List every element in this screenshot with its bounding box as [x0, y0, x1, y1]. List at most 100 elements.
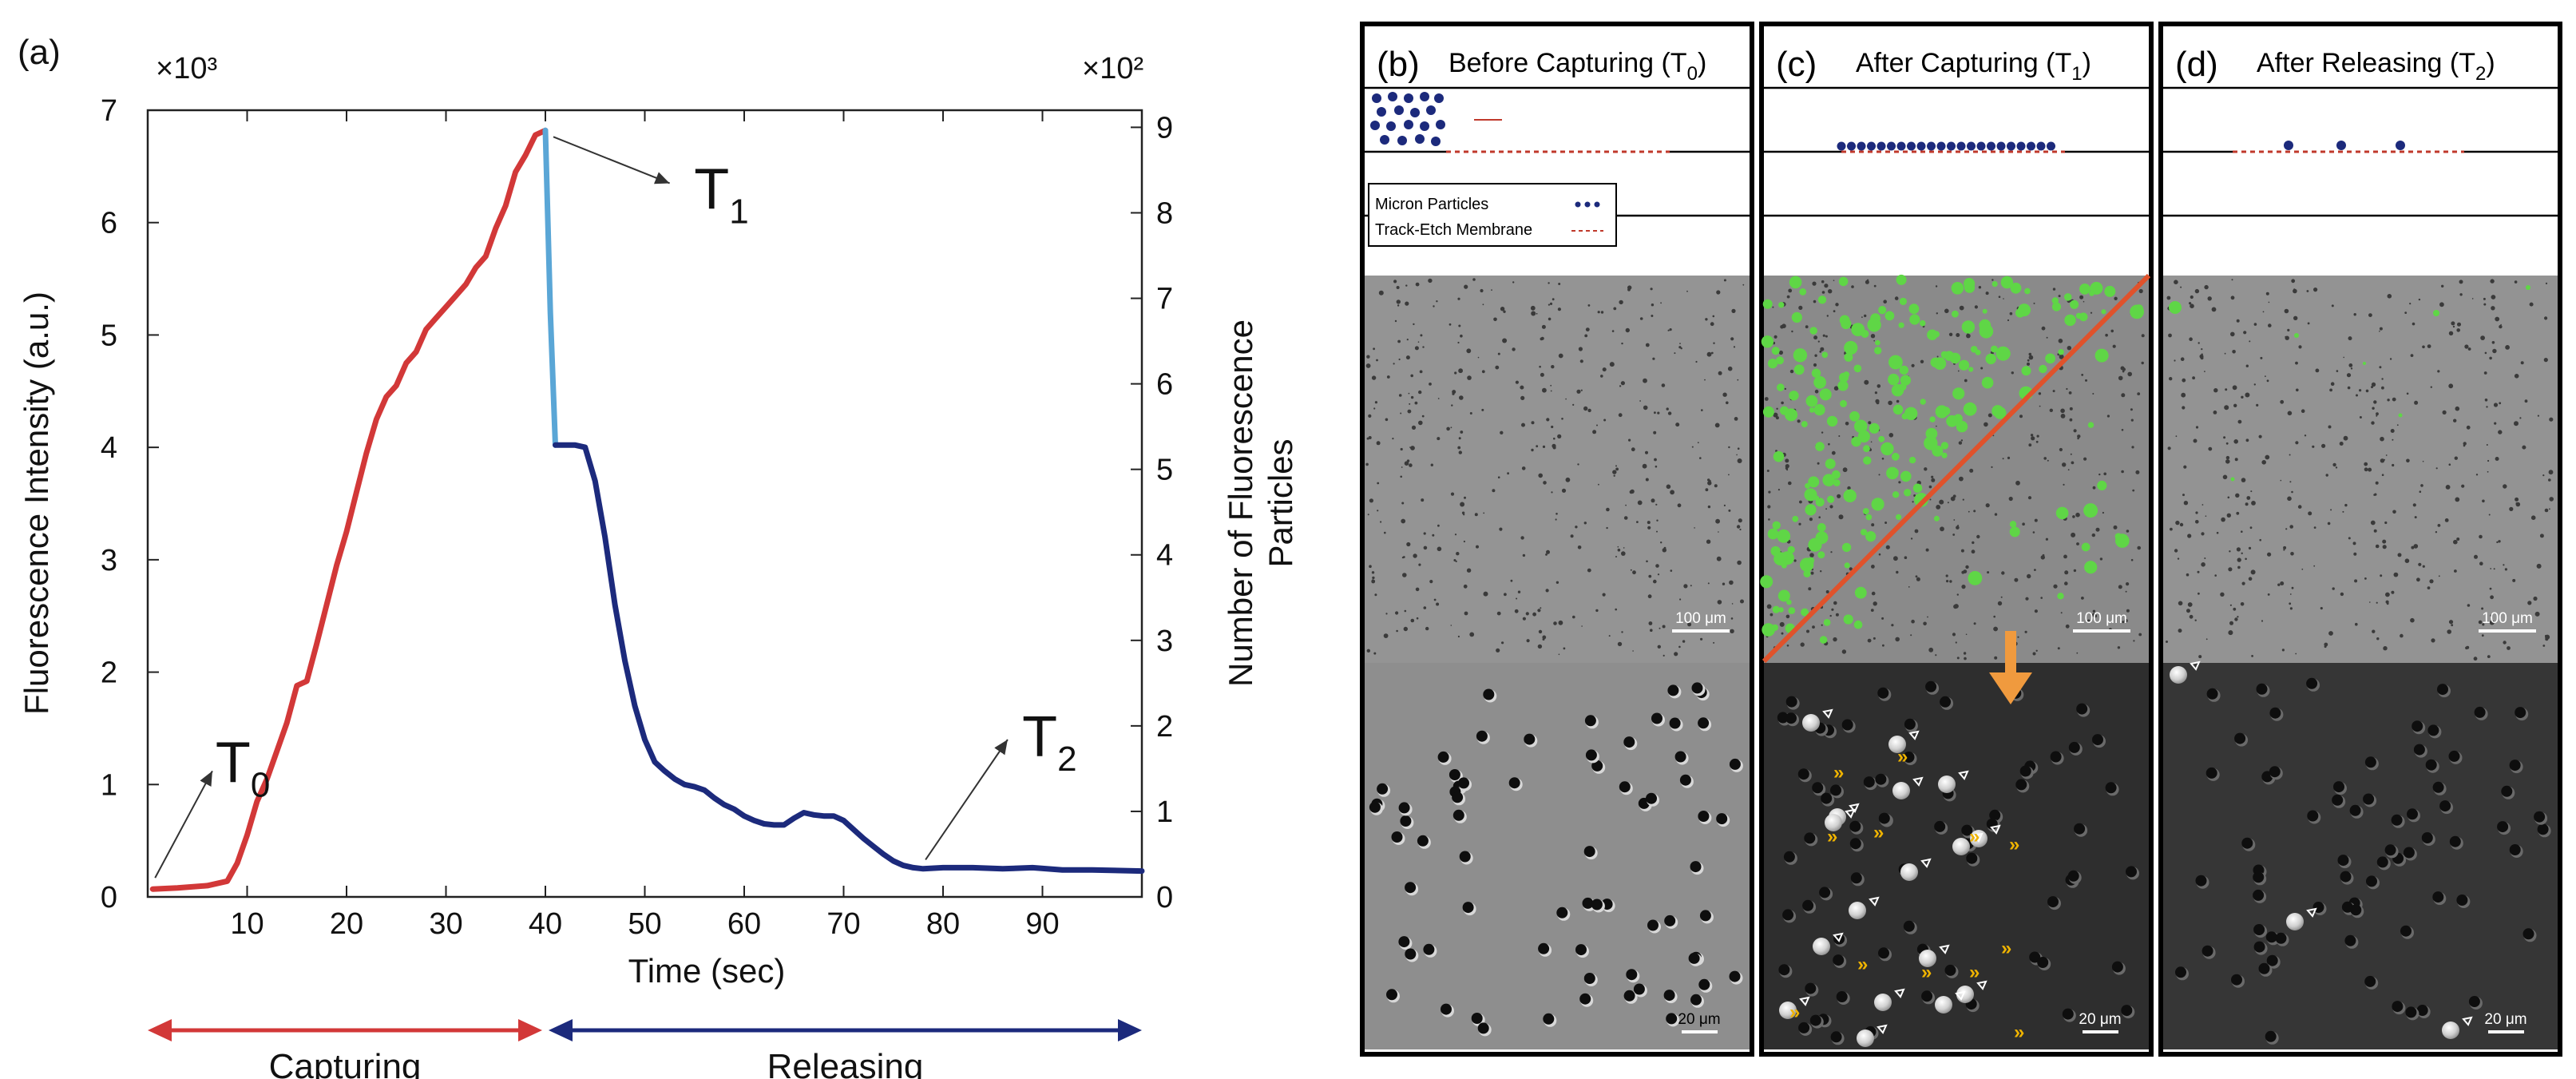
fluorescent-particle	[1762, 406, 1774, 418]
pore-speck	[2413, 544, 2419, 549]
pore-speck	[1824, 284, 1829, 288]
pore-speck	[1458, 368, 1463, 374]
pore-speck	[1798, 522, 1801, 526]
pore-speck	[2336, 370, 2339, 372]
fluorescent-particle	[1778, 607, 1784, 613]
fluorescent-particle	[2363, 362, 2366, 365]
pore-speck	[1784, 387, 1786, 391]
pore-speck	[1496, 648, 1500, 653]
panel-d-title: After Releasing (T2)	[2257, 48, 2495, 85]
pore-speck	[1904, 556, 1908, 559]
pore-speck	[1686, 290, 1688, 292]
pore-speck	[2229, 621, 2233, 625]
pore-speck	[2342, 510, 2344, 513]
pore-speck	[2241, 478, 2246, 482]
membrane-pore	[1391, 831, 1403, 843]
membrane-pore	[2092, 734, 2103, 746]
pore-speck	[1366, 437, 1369, 440]
pore-speck	[2071, 532, 2076, 538]
pore-speck	[1952, 633, 1956, 637]
x-tick-label: 40	[529, 907, 562, 941]
pore-speck	[1417, 341, 1420, 343]
pore-speck	[1463, 584, 1468, 589]
pore-speck	[1714, 422, 1720, 428]
pore-speck	[2473, 657, 2478, 661]
pore-speck	[1670, 490, 1674, 495]
pore-speck	[1835, 303, 1839, 307]
pore-speck	[2514, 421, 2519, 426]
pore-speck	[1458, 437, 1461, 440]
pore-speck	[1965, 565, 1969, 569]
membrane-pore	[1483, 688, 1495, 700]
pore-speck	[2141, 361, 2144, 365]
pore-speck	[1401, 502, 1405, 505]
pore-speck	[2117, 646, 2121, 649]
pore-speck	[2416, 577, 2420, 582]
membrane-pore	[2050, 751, 2062, 763]
pore-speck	[2213, 411, 2217, 415]
pore-speck	[2246, 496, 2251, 500]
membrane-pore	[2412, 720, 2423, 732]
pore-speck	[2391, 590, 2395, 594]
pore-speck	[2483, 303, 2487, 306]
fluorescent-particle	[2101, 309, 2106, 315]
pore-speck	[1615, 608, 1617, 611]
pore-speck	[1845, 422, 1849, 426]
pore-speck	[1659, 627, 1661, 629]
pore-speck	[2536, 563, 2542, 569]
pore-speck	[1935, 654, 1937, 657]
pore-speck	[1868, 421, 1872, 425]
pore-speck	[2081, 597, 2084, 600]
fluorescent-particle	[1801, 608, 1809, 617]
pore-speck	[2174, 549, 2178, 553]
pore-speck	[1965, 633, 1968, 636]
pore-speck	[2228, 567, 2233, 572]
pore-speck	[1480, 288, 1484, 293]
membrane-pore	[2265, 931, 2277, 943]
pore-speck	[2312, 445, 2315, 448]
pore-speck	[1400, 447, 1403, 451]
pore-speck	[2406, 392, 2409, 395]
pore-speck	[2324, 645, 2327, 649]
pore-speck	[1828, 289, 1833, 294]
pore-speck	[2077, 434, 2081, 438]
pore-speck	[1697, 442, 1699, 444]
y2-tick-label: 2	[1156, 710, 1173, 744]
pore-speck	[2524, 399, 2528, 403]
pore-speck	[2187, 602, 2193, 607]
membrane-pore	[1729, 970, 1741, 982]
fluorescent-particle	[1970, 346, 1978, 353]
pore-speck	[1651, 315, 1654, 317]
pore-speck	[1821, 291, 1825, 294]
captured-bead	[1970, 830, 1987, 847]
pore-speck	[1410, 395, 1414, 399]
pore-speck	[1961, 585, 1966, 589]
pore-speck	[1670, 569, 1673, 572]
y2-tick-label: 0	[1156, 881, 1173, 914]
pore-speck	[1968, 510, 1970, 513]
fluorescent-particle	[1862, 508, 1869, 515]
pore-speck	[2069, 407, 2073, 411]
membrane-pore	[1591, 899, 1603, 910]
panel-b-sem-image	[1365, 663, 1750, 1049]
pore-speck	[1920, 359, 1924, 363]
pore-speck	[2113, 525, 2118, 530]
pore-speck	[1646, 560, 1648, 563]
pore-speck	[2027, 362, 2030, 366]
double-chevron-icon: »	[1921, 962, 1932, 983]
membrane-pore	[2205, 767, 2217, 779]
membrane-pore	[1585, 749, 1597, 761]
pore-speck	[1956, 333, 1960, 337]
fluorescent-particle	[1892, 491, 1900, 498]
pore-speck	[1401, 466, 1403, 468]
membrane-pore	[1663, 990, 1675, 1002]
fluorescent-particle	[1898, 322, 1904, 328]
pore-speck	[1542, 387, 1547, 393]
pore-speck	[2493, 403, 2499, 407]
pore-speck	[2519, 417, 2522, 419]
membrane-pore	[1782, 909, 1794, 921]
pore-speck	[2124, 619, 2128, 623]
pore-speck	[2483, 371, 2487, 375]
pore-speck	[2290, 552, 2294, 556]
pore-speck	[2248, 577, 2253, 581]
